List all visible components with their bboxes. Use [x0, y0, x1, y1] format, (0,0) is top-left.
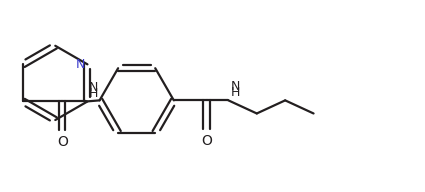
Text: H: H	[231, 86, 240, 99]
Text: N: N	[76, 58, 85, 71]
Text: O: O	[57, 135, 68, 149]
Text: O: O	[201, 134, 212, 148]
Text: N: N	[231, 80, 240, 93]
Text: N: N	[89, 81, 98, 94]
Text: H: H	[89, 87, 98, 100]
